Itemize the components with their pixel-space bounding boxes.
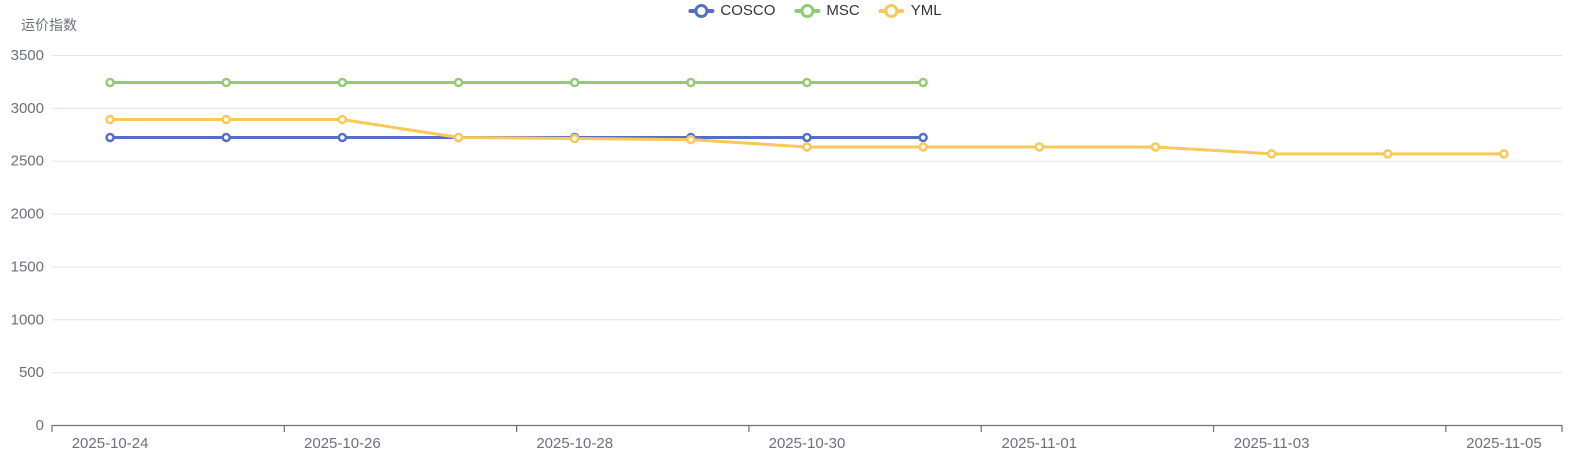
- data-point-yml[interactable]: [453, 132, 464, 143]
- data-point-msc[interactable]: [105, 77, 115, 88]
- line-series-icon: [878, 4, 905, 18]
- y-tick-label: 1000: [11, 311, 44, 328]
- data-point-yml[interactable]: [1383, 149, 1393, 159]
- data-point-yml[interactable]: [1266, 149, 1277, 159]
- legend-label: YML: [910, 2, 942, 19]
- legend-label: COSCO: [720, 2, 776, 19]
- data-point-yml[interactable]: [802, 142, 812, 152]
- data-point-msc[interactable]: [918, 77, 928, 88]
- data-point-yml[interactable]: [1150, 142, 1161, 152]
- chart-legend: COSCO MSC YML: [688, 2, 942, 20]
- data-point-msc[interactable]: [337, 77, 348, 88]
- y-axis-title: 运价指数: [21, 17, 77, 33]
- x-tick-label: 2025-10-30: [769, 435, 846, 452]
- data-point-yml[interactable]: [221, 114, 231, 125]
- data-point-cosco[interactable]: [337, 132, 348, 143]
- y-tick-label: 2000: [11, 206, 44, 223]
- data-point-msc[interactable]: [221, 77, 231, 88]
- data-point-msc[interactable]: [453, 77, 464, 88]
- x-tick-label: 2025-10-26: [304, 435, 381, 452]
- data-point-msc[interactable]: [802, 77, 812, 88]
- legend-label: MSC: [826, 2, 860, 19]
- data-point-yml[interactable]: [1034, 142, 1045, 152]
- line-series-icon: [794, 4, 821, 18]
- y-tick-label: 3000: [11, 100, 44, 117]
- data-point-cosco[interactable]: [802, 132, 812, 143]
- legend-item-msc[interactable]: MSC: [794, 2, 860, 20]
- line-series-icon: [688, 4, 715, 18]
- data-point-cosco[interactable]: [918, 132, 928, 143]
- y-tick-label: 1500: [11, 258, 44, 275]
- x-tick-label: 2025-11-01: [1001, 435, 1077, 452]
- x-tick-label: 2025-11-03: [1234, 435, 1310, 452]
- data-point-cosco[interactable]: [105, 132, 115, 143]
- y-tick-label: 2500: [11, 153, 44, 170]
- data-point-yml[interactable]: [569, 133, 580, 144]
- y-tick-label: 0: [36, 417, 44, 434]
- data-point-yml[interactable]: [686, 134, 696, 145]
- data-point-msc[interactable]: [686, 77, 696, 88]
- x-tick-label: 2025-10-24: [72, 435, 149, 452]
- data-point-yml[interactable]: [1499, 149, 1509, 159]
- data-point-yml[interactable]: [337, 114, 348, 125]
- legend-item-cosco[interactable]: COSCO: [688, 2, 775, 20]
- legend-item-yml[interactable]: YML: [878, 2, 942, 20]
- x-tick-label: 2025-10-28: [536, 435, 613, 452]
- data-point-cosco[interactable]: [221, 132, 231, 143]
- y-tick-label: 3500: [11, 47, 44, 64]
- data-point-msc[interactable]: [569, 77, 580, 88]
- data-point-yml[interactable]: [105, 114, 115, 125]
- x-tick-label: 2025-11-05: [1466, 435, 1542, 452]
- y-tick-label: 500: [19, 364, 44, 381]
- data-point-yml[interactable]: [918, 142, 928, 152]
